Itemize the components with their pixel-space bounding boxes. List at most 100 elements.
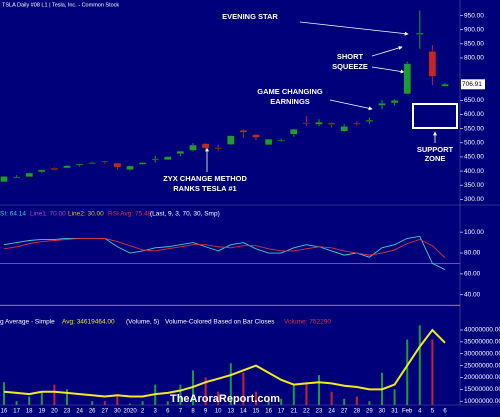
candle-body [264,138,273,145]
legend-params: (Last, 9, 3, 70, 30, Smp) [150,211,220,218]
legend-entry: g Average - Simple [0,319,55,326]
x-tick-label: 4 [418,409,422,415]
x-tick-label: 19 [38,409,45,415]
x-tick-label: 6 [443,409,447,415]
volume-bar [28,396,31,405]
y-tick-label: 400.00 [464,168,484,175]
x-tick-label: 14 [240,409,247,415]
y-tick-label: 80.00 [464,250,481,257]
candle-body [63,165,71,169]
candle-body [353,123,361,125]
annotation: SUPPORT [417,145,454,154]
volume-bar [318,375,320,405]
y-tick-label: 800.00 [464,55,484,62]
x-tick-label: 27 [341,409,348,415]
volume-bar [255,391,257,405]
y-tick-label: 100.00 [464,229,484,236]
chart-title: TSLA Daily #08 L1 | Tesla, Inc. - Common… [2,2,119,8]
candle-body [441,84,449,87]
x-tick-label: 17 [278,409,285,415]
volume-bar [242,372,245,405]
candle-body [290,129,298,135]
volume-bar [103,401,106,405]
x-tick-label: 8 [191,409,195,415]
volume-bar [292,384,295,405]
y-tick-label: 950.00 [464,12,484,19]
candle-body [151,158,159,161]
x-tick-label: 9 [204,409,208,415]
candle-body [25,172,33,177]
x-tick-label: 21 [290,409,297,415]
y-tick-label: 300.00 [464,196,484,203]
volume-bar [66,389,68,405]
legend-entry: Avg: 34619464.00 [62,319,115,326]
candle-body [50,168,59,170]
candle-body [176,151,185,155]
x-tick-label: 2020 [123,409,137,415]
legend-entry: SI: 64.14 [0,211,26,218]
legend-entry: RSI Avg: 75.48 [108,211,152,218]
x-tick-label: 18 [26,409,33,415]
annotation: EVENING STAR [222,12,278,21]
volume-bar [217,391,220,405]
x-tick-label: 3 [154,409,158,415]
candle-body [403,63,411,95]
x-tick-label: 29 [366,409,373,415]
volume-bar [166,401,169,405]
x-tick-label: 24 [76,409,83,415]
candle-body [227,135,235,145]
legend-entry: Volume: 752290 [284,319,331,326]
x-tick-label: 5 [431,409,435,415]
x-tick-label: 10 [215,409,222,415]
candle-body [327,122,336,125]
x-tick-label: Feb [402,409,413,415]
x-tick-label: 20 [51,409,58,415]
volume-bar [368,401,371,405]
volume [3,325,446,405]
candle-body [113,162,122,168]
candle-body [201,143,210,149]
volume-bar [141,401,144,405]
candle-body [277,139,285,142]
volume-bar [229,363,232,405]
volume-bar [431,339,434,405]
volume-bar [393,389,396,405]
candle-body [164,156,172,160]
candle-body [189,144,197,151]
candle-body [214,147,222,150]
x-tick-label: 17 [13,409,20,415]
volume-bar [179,384,182,405]
volume-bar [355,396,358,405]
volume-bar [406,339,409,405]
x-tick-label: 31 [391,409,398,415]
y-tick-label: 900.00 [464,26,484,33]
candle-body [315,121,323,125]
volume-bar [15,401,18,405]
volume-bar [91,401,94,405]
support-box [412,103,458,129]
y-tick-label: 25000000.00 [464,362,500,369]
x-tick-label: 22 [303,409,310,415]
x-tick-label: 28 [353,409,360,415]
x-tick-label: 16 [1,409,8,415]
volume-average [3,328,446,398]
x-tick-label: 16 [265,409,272,415]
candle-body [340,126,348,132]
candle-body [365,119,374,122]
x-tick-label: 6 [166,409,170,415]
y-tick-label: 35000000.00 [464,339,500,346]
y-tick-label: 30000000.00 [464,350,500,357]
volume-bar [53,384,56,405]
annotation: SHORT [337,52,364,61]
candle-body [38,169,46,173]
x-tick-label: 23 [316,409,323,415]
candle-body [252,134,260,138]
volume-bar [204,377,207,405]
x-tick-label: 13 [227,409,234,415]
y-tick-label: 550.00 [464,125,484,132]
annotation: SQUEEZE [332,62,368,71]
candle-body [302,122,311,124]
y-tick-label: 40000000.00 [464,327,500,334]
annotation: GAME CHANGING [257,87,323,96]
